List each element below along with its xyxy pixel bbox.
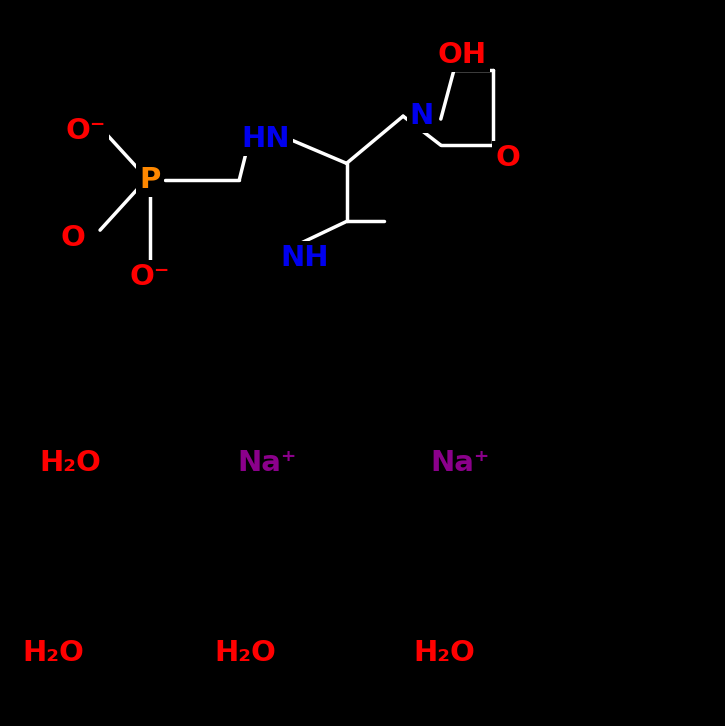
Text: NH: NH	[281, 244, 328, 272]
Text: H₂O: H₂O	[22, 640, 84, 667]
Text: H₂O: H₂O	[214, 640, 276, 667]
Text: H₂O: H₂O	[39, 449, 102, 477]
Text: P: P	[139, 166, 161, 194]
Text: O: O	[495, 144, 520, 172]
Text: Na⁺: Na⁺	[431, 449, 490, 477]
Text: OH: OH	[438, 41, 487, 69]
Text: O: O	[60, 224, 85, 252]
Text: H₂O: H₂O	[413, 640, 476, 667]
Text: O⁻: O⁻	[65, 117, 106, 144]
Text: N: N	[410, 102, 434, 130]
Text: Na⁺: Na⁺	[237, 449, 297, 477]
Text: O⁻: O⁻	[130, 264, 170, 291]
Text: HN: HN	[241, 126, 289, 153]
